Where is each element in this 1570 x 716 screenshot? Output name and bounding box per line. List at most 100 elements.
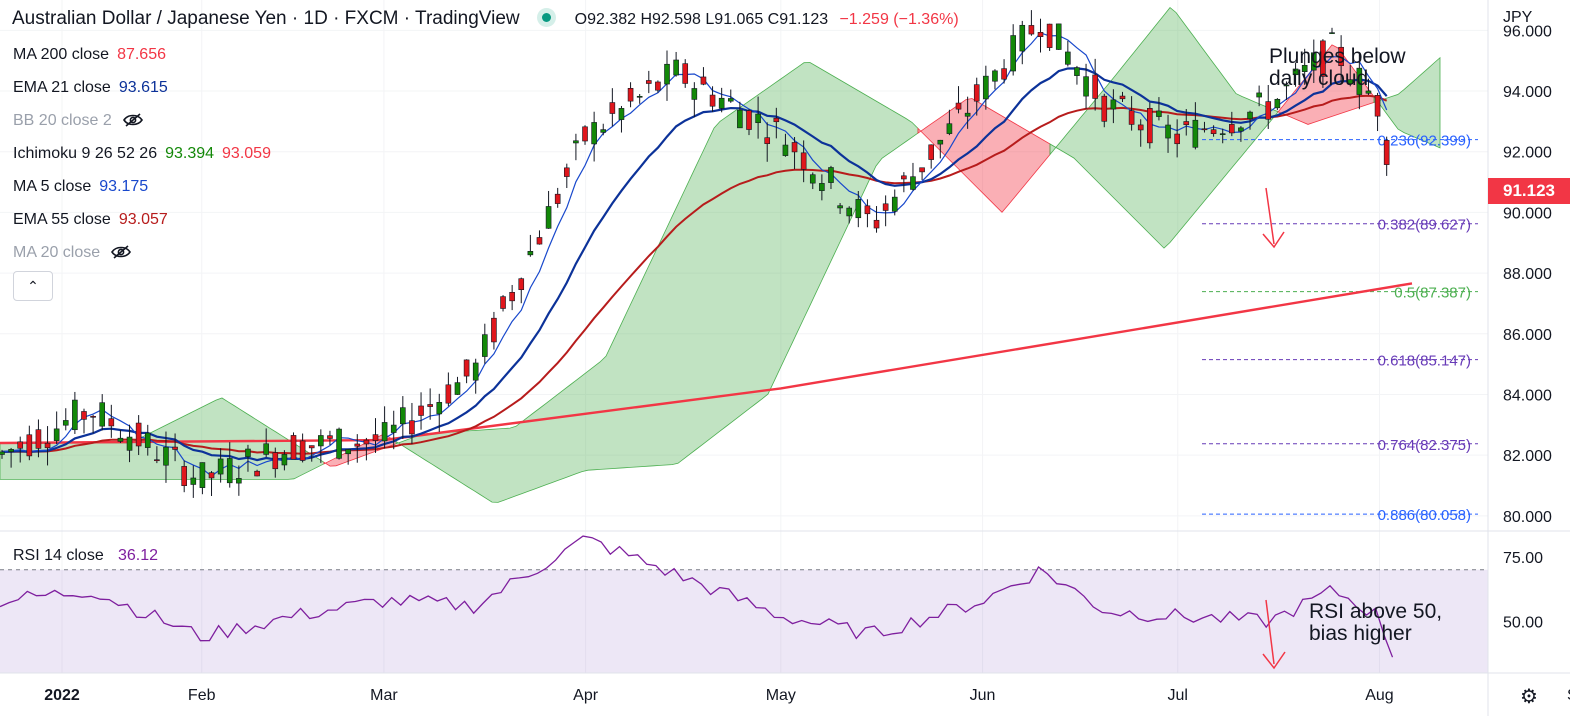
candle-body: [26, 434, 33, 457]
candle-body: [1110, 99, 1117, 110]
candle-body: [1283, 84, 1290, 87]
candle-body: [90, 415, 96, 418]
candle-body: [108, 418, 115, 427]
candle-body: [882, 203, 889, 211]
legend-item[interactable]: MA 200 close 87.656: [13, 46, 166, 64]
legend-item[interactable]: MA 20 close: [13, 244, 132, 265]
candle-body: [208, 472, 215, 479]
time-tick-label: Jul: [1168, 687, 1188, 704]
fib-label: 0.618(85.147): [1378, 353, 1471, 370]
candle-body: [910, 176, 916, 190]
candle-body: [718, 97, 725, 109]
candle-body: [873, 219, 880, 229]
ohlc-values: O92.382 H92.598 L91.065 C91.123: [574, 11, 829, 28]
candle-body: [636, 95, 643, 98]
fibonacci-levels: 0.236(92.399) 0.382(89.627) 0.5(87.387) 0.6…: [1202, 133, 1478, 524]
candle-body: [727, 98, 734, 102]
legend-item[interactable]: BB 20 close 2: [13, 112, 144, 133]
cloud-annotation-line1: Plunges below: [1269, 45, 1406, 68]
time-tick-label: Feb: [188, 687, 216, 704]
candle-body: [62, 420, 69, 426]
candle-body: [482, 334, 488, 357]
candle-body: [1156, 110, 1162, 117]
candle-body: [1147, 108, 1153, 144]
hidden-eye-icon[interactable]: [122, 112, 144, 133]
candle-body: [609, 102, 616, 114]
candle-body: [1074, 67, 1080, 76]
candle-body: [1128, 110, 1135, 125]
candle-body: [591, 122, 597, 145]
candle-body: [573, 140, 579, 144]
candle-body: [1165, 124, 1171, 139]
candle-body: [964, 112, 971, 117]
candle-body: [263, 443, 269, 455]
currency-label[interactable]: JPY: [1503, 9, 1533, 26]
candle-body: [1219, 133, 1226, 135]
price-tick-label: 88.000: [1503, 266, 1552, 283]
rsi-tick-label: 50.00: [1503, 614, 1543, 631]
time-tick-label: May: [766, 687, 796, 704]
ichimoku-cloud: [0, 7, 1441, 503]
candle-body: [454, 382, 461, 395]
candle-body: [791, 142, 798, 153]
hidden-eye-icon[interactable]: [110, 244, 132, 265]
candle-body: [1292, 68, 1299, 76]
candle-body: [72, 399, 78, 431]
legend-item-value: 93.615: [118, 79, 168, 96]
candle-body: [855, 199, 862, 219]
time-tick-label: Mar: [370, 687, 398, 704]
chart-header: Australian Dollar / Japanese Yen · 1D · …: [12, 8, 959, 30]
candle-body: [1238, 127, 1244, 132]
candle-body: [983, 75, 989, 100]
ma200-path: [0, 282, 1413, 445]
candle-body: [1055, 23, 1062, 50]
candle-body: [1247, 111, 1253, 120]
cloud-arrow-head: [1262, 231, 1285, 249]
cloud-segment: [395, 62, 919, 503]
candle-body: [190, 477, 197, 485]
candle-body: [99, 402, 106, 427]
candle-body: [582, 126, 588, 142]
collapse-legend-button[interactable]: ⌃: [13, 271, 53, 301]
candle-body: [837, 205, 843, 209]
rsi-annotation-line1: RSI above 50,: [1309, 600, 1443, 623]
candle-body: [992, 70, 998, 82]
candle-body: [345, 449, 351, 455]
candle-body: [1137, 124, 1144, 131]
candle-body: [354, 443, 361, 447]
candle-body: [181, 466, 187, 486]
candle-body: [1310, 52, 1317, 71]
candle-body: [891, 196, 898, 212]
candle-body: [819, 183, 825, 191]
legend-item[interactable]: EMA 55 close 93.057: [13, 211, 168, 229]
candle-body: [1010, 35, 1016, 72]
candle-body: [1083, 76, 1089, 97]
candle-body: [1374, 95, 1381, 117]
candle-body: [381, 422, 388, 442]
candle-body: [272, 452, 279, 470]
symbol-title[interactable]: Australian Dollar / Japanese Yen · 1D · …: [12, 8, 520, 29]
fib-label: 0.886(80.058): [1378, 507, 1471, 524]
legend-item[interactable]: EMA 21 close 93.615: [13, 79, 168, 97]
candle-body: [1338, 46, 1344, 67]
settings-gear-icon[interactable]: ⚙: [1520, 686, 1538, 708]
cloud-annotation: Plunges below daily cloud: [1269, 46, 1406, 90]
candle-body: [290, 435, 297, 460]
candle-body: [937, 139, 944, 145]
price-tick-label: 96.000: [1503, 23, 1552, 40]
legend-item[interactable]: Ichimoku 9 26 52 26 93.394 93.059: [13, 145, 271, 163]
candle-body: [1065, 51, 1071, 65]
candle-body: [472, 362, 479, 381]
candle-body: [199, 462, 206, 488]
candle-body: [81, 411, 87, 420]
candle-body: [655, 81, 661, 91]
candle-body: [336, 428, 342, 459]
candle-body: [518, 278, 525, 291]
legend-item-label: MA 5 close: [13, 178, 92, 195]
candle-body: [390, 424, 397, 433]
legend-item-value: 93.175: [99, 178, 149, 195]
candle-body: [645, 80, 652, 84]
candle-body: [17, 441, 24, 449]
legend-item[interactable]: MA 5 close 93.175: [13, 178, 148, 196]
candle-body: [1229, 124, 1235, 134]
